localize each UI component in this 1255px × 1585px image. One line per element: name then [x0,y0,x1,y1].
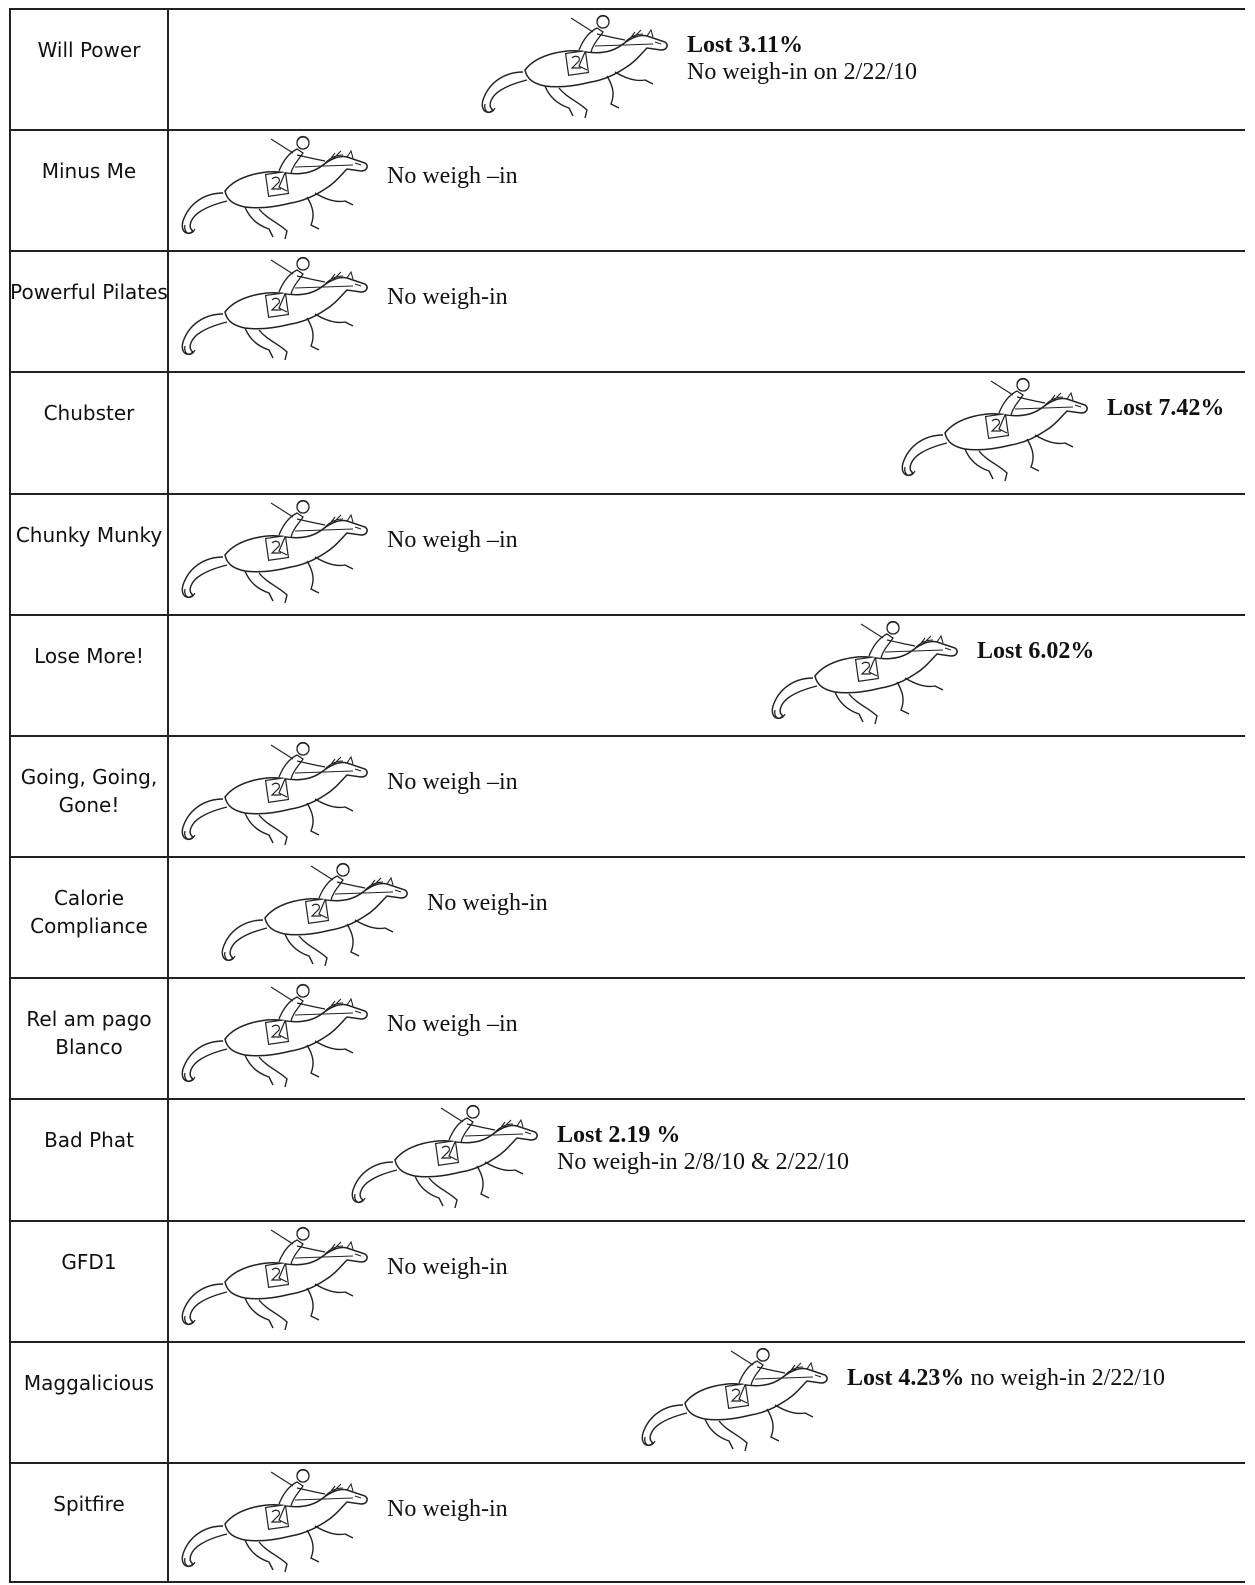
weigh-in-note: No weigh –in [387,768,518,795]
weigh-in-result: No weigh –in [387,769,518,796]
weigh-in-result: No weigh –in [387,1011,518,1038]
row-divider [9,492,1245,495]
weigh-in-result: No weigh-in [387,284,508,311]
horse-icon [175,739,375,849]
horse-icon [175,133,375,243]
row-divider [9,734,1245,737]
row-divider [9,1098,1245,1101]
team-name: Chunky Munky [15,522,163,547]
row-divider [9,250,1245,253]
row-divider [9,8,1245,10]
team-name: Chubster [43,401,135,426]
weigh-in-note: No weigh-in [427,890,548,917]
team-name: Powerful Pilates [10,280,168,305]
weigh-in-result: No weigh-in [387,1496,508,1523]
weigh-in-result: Lost 4.23% no weigh-in 2/22/10 [847,1365,1165,1392]
team-name: Spitfire [53,1491,125,1516]
team-name: Will Power [37,38,141,62]
weigh-in-note: no weigh-in 2/22/10 [964,1364,1165,1391]
weigh-in-note: No weigh-in 2/8/10 & 2/22/10 [557,1149,849,1176]
team-name: Maggalicious [23,1370,155,1395]
weigh-in-note: No weigh-in [387,284,508,311]
horse-icon [475,12,675,122]
horse-icon [175,1466,375,1576]
weigh-in-note: No weigh-in on 2/22/10 [687,59,917,85]
team-name: Calorie Compliance [30,886,148,939]
row-divider [9,1340,1245,1343]
horse-icon [175,254,375,364]
row-divider [9,129,1245,132]
weigh-in-result: No weigh –in [387,163,518,190]
horse-icon [175,497,375,607]
horse-icon [345,1102,545,1212]
row-divider [9,613,1245,616]
weigh-in-note: No weigh-in [387,1495,508,1522]
name-column-divider [167,8,169,1583]
row-divider [9,371,1245,374]
weigh-in-note: No weigh –in [387,526,518,553]
horse-icon [765,618,965,728]
row-divider [9,977,1245,980]
horse-icon [215,860,415,970]
team-name: Lose More! [34,643,144,668]
horse-icon [175,981,375,1091]
horse-icon [175,1224,375,1334]
bottom-border [9,1581,1245,1583]
team-name: Going, Going, Gone! [20,764,158,817]
weigh-in-result: Lost 2.19 % No weigh-in 2/8/10 & 2/22/10 [557,1122,849,1176]
weight-lost-percent: Lost 7.42% [1107,395,1225,422]
weight-lost-percent: Lost 6.02% [977,637,1095,664]
team-name: GFD1 [61,1249,117,1274]
team-name: Bad Phat [44,1128,134,1153]
weigh-in-result: Lost 7.42% [1107,395,1240,422]
weigh-in-result: Lost 6.02% [977,638,1240,665]
weigh-in-result: No weigh –in [387,527,518,554]
team-name: Minus Me [41,159,137,184]
weigh-in-note: No weigh-in [387,1253,508,1280]
weight-lost-percent: Lost 4.23% [847,1364,965,1391]
row-divider [9,1461,1245,1464]
weigh-in-note: No weigh –in [387,1011,518,1038]
horse-icon [895,375,1095,485]
row-divider [9,856,1245,859]
weigh-in-result: No weigh-in [427,890,548,917]
weigh-in-result: Lost 3.11% No weigh-in on 2/22/10 [687,32,917,86]
left-border [9,8,11,1583]
weigh-in-note: No weigh –in [387,163,518,190]
horse-icon [635,1345,835,1455]
weight-lost-percent: Lost 3.11% [687,32,804,58]
team-name: Rel am pago Blanco [26,1007,152,1060]
row-divider [9,1219,1245,1222]
weight-lost-percent: Lost 2.19 % [557,1122,681,1149]
weigh-in-result: No weigh-in [387,1254,508,1281]
